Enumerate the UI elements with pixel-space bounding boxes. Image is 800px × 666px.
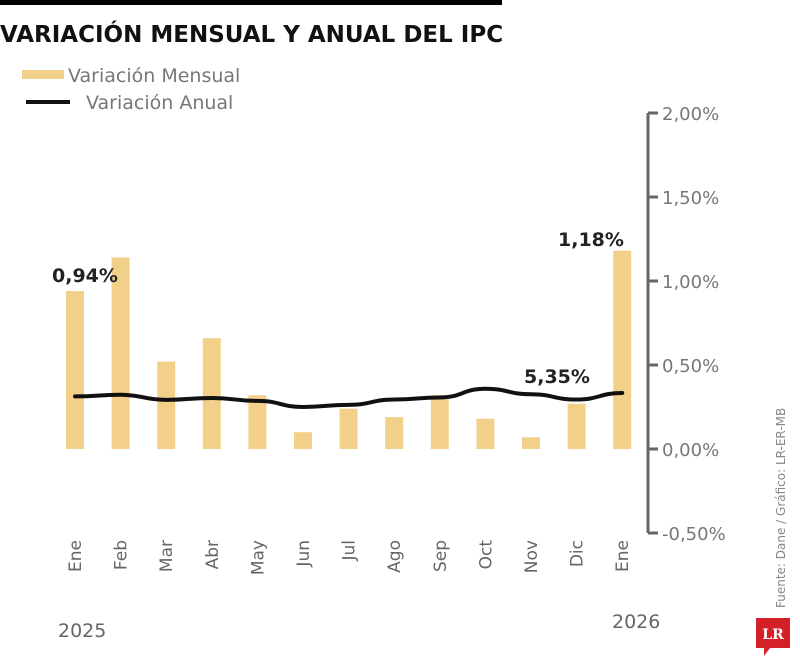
x-tick-label: Dic: [568, 540, 588, 567]
annual-line: [73, 386, 625, 409]
x-tick-label: Jul: [340, 540, 360, 562]
legend-swatch-anual: [26, 100, 70, 104]
y-tick-label: 2,00%: [662, 104, 719, 125]
bar-ene-0: [66, 291, 84, 449]
bar-mar-2: [157, 361, 176, 449]
top-rule: [0, 0, 502, 5]
label-ene-2025: 0,94%: [52, 265, 118, 287]
label-ene-2026: 1,18%: [558, 229, 624, 251]
x-tick-label: Nov: [522, 540, 542, 573]
legend-label-anual: Variación Anual: [86, 92, 233, 114]
x-tick-label: Oct: [476, 540, 496, 570]
bar-feb-1: [111, 257, 130, 449]
y-tick-label: -0,50%: [662, 524, 726, 545]
y-tick-label: 1,50%: [662, 188, 719, 209]
year-2026: 2026: [612, 611, 660, 633]
legend-swatch-mensual: [22, 70, 64, 79]
bar-abr-3: [202, 338, 221, 449]
x-tick-label: Feb: [112, 540, 132, 570]
x-tick-label: Jun: [294, 540, 314, 568]
x-tick-label: Ago: [385, 540, 405, 573]
bar-ago-7: [385, 417, 404, 449]
bar-ene-12: [613, 250, 632, 449]
bar-sep-8: [430, 395, 449, 449]
x-tick-label: Sep: [431, 540, 451, 572]
bar-oct-9: [476, 418, 495, 449]
x-tick-label: Abr: [203, 540, 223, 569]
lr-logo: LR: [756, 618, 790, 656]
svg-text:LR: LR: [762, 627, 784, 643]
year-2025: 2025: [58, 620, 106, 642]
bar-may-4: [248, 395, 267, 449]
legend-label-mensual: Variación Mensual: [68, 65, 240, 87]
y-tick-label: 0,00%: [662, 440, 719, 461]
chart-title: VARIACIÓN MENSUAL Y ANUAL DEL IPC: [0, 20, 503, 48]
x-tick-label: Ene: [66, 540, 86, 572]
y-tick-label: 1,00%: [662, 272, 719, 293]
bar-jun-5: [294, 432, 312, 449]
source-note: Fuente: Dane / Gráfico: LR-ER-MB: [774, 408, 788, 608]
bar-jul-6: [339, 408, 358, 449]
x-tick-label: May: [248, 540, 268, 575]
bar-dic-11: [567, 403, 586, 449]
label-annual-last: 5,35%: [524, 366, 590, 388]
bar-nov-10: [522, 437, 540, 449]
x-tick-label: Mar: [157, 540, 177, 572]
y-tick-label: 0,50%: [662, 356, 719, 377]
x-tick-label: Ene: [613, 540, 633, 572]
